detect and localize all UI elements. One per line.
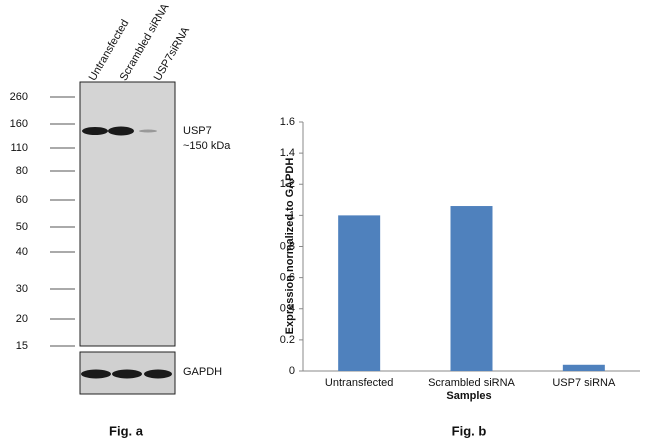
x-axis-label: Samples xyxy=(446,390,491,402)
band xyxy=(144,369,172,379)
band xyxy=(112,369,142,379)
marker-label: 60 xyxy=(16,194,28,206)
band-size: ~150 kDa xyxy=(183,140,231,152)
y-tick-label: 0.2 xyxy=(280,334,295,346)
lane-label: USP7siRNA xyxy=(152,25,193,83)
blot-panel xyxy=(79,81,176,347)
y-tick-label: 0.4 xyxy=(280,303,295,315)
y-tick-label: 0.8 xyxy=(280,240,295,252)
marker-label: 160 xyxy=(10,118,28,130)
band xyxy=(82,127,108,135)
marker-label: 110 xyxy=(10,142,28,154)
marker-label: 20 xyxy=(16,313,28,325)
x-tick-label: Untransfected xyxy=(325,377,393,389)
band-name: USP7 xyxy=(183,125,212,137)
bar xyxy=(562,364,605,371)
x-tick-label: USP7 siRNA xyxy=(552,377,616,389)
y-tick-label: 1.4 xyxy=(280,147,295,159)
marker-label: 260 xyxy=(10,91,28,103)
y-tick-label: 0 xyxy=(289,365,295,377)
bar xyxy=(450,206,493,371)
y-axis-label: Expression normalized to GAPDH xyxy=(284,158,296,335)
band xyxy=(81,369,111,379)
x-tick-label: Scrambled siRNA xyxy=(428,377,515,389)
marker-label: 80 xyxy=(16,165,28,177)
y-tick-label: 1.6 xyxy=(280,116,295,128)
marker-label: 30 xyxy=(16,283,28,295)
marker-label: 50 xyxy=(16,221,28,233)
y-tick-label: 1 xyxy=(289,209,295,221)
marker-label: 40 xyxy=(16,246,28,258)
caption: Fig. b xyxy=(452,423,487,438)
loading-control: GAPDH xyxy=(183,366,222,378)
band xyxy=(139,129,157,133)
y-tick-label: 0.6 xyxy=(280,272,295,284)
marker-label: 15 xyxy=(16,340,28,352)
bar xyxy=(338,215,381,371)
y-tick-label: 1.2 xyxy=(280,178,295,190)
caption: Fig. a xyxy=(109,423,144,438)
band xyxy=(108,126,134,136)
